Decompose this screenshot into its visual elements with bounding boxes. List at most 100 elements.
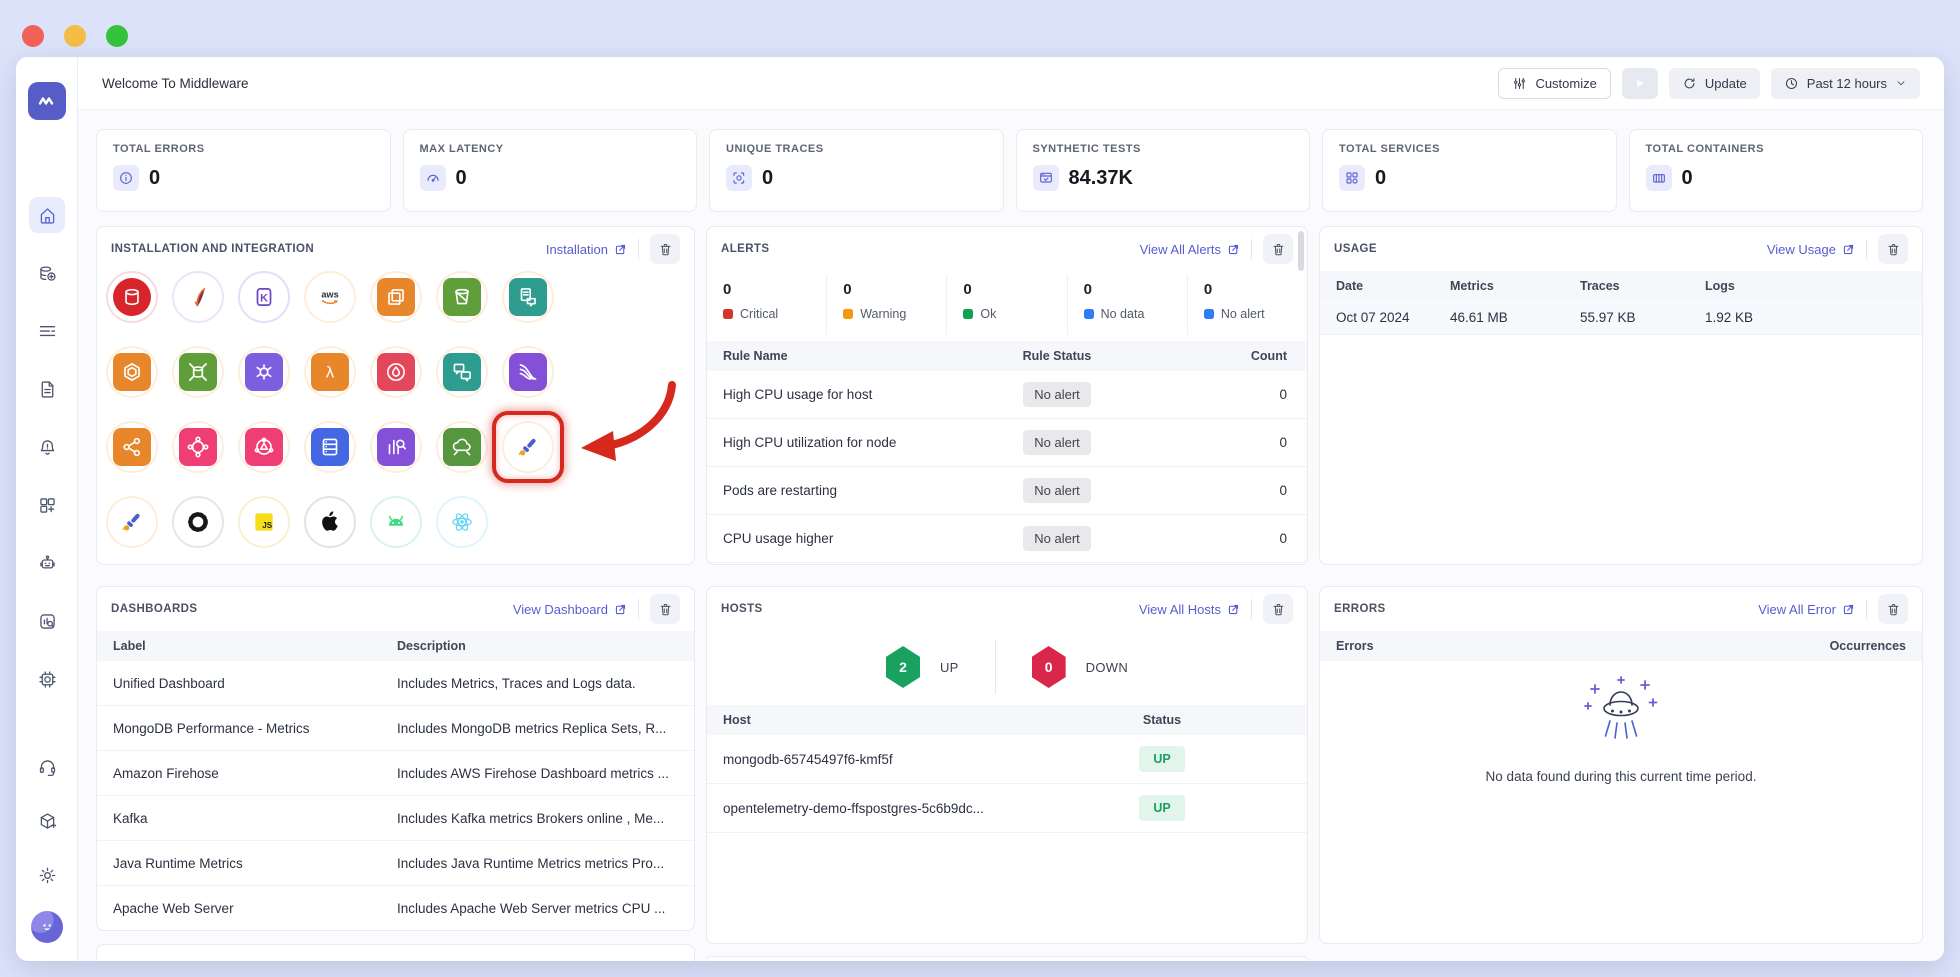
integration-aws-ml-service[interactable] xyxy=(172,421,224,473)
time-range-dropdown[interactable]: Past 12 hours xyxy=(1770,67,1920,99)
sidebar-item-alerts[interactable] xyxy=(29,429,65,465)
host-row[interactable]: opentelemetry-demo-ffspostgres-5c6b9dc..… xyxy=(707,784,1307,833)
svg-text:aws: aws xyxy=(321,290,338,300)
dashboard-row[interactable]: Amazon Firehose Includes AWS Firehose Das… xyxy=(97,751,694,796)
status-badge: No alert xyxy=(1023,382,1091,407)
sidebar-item-install-integration[interactable] xyxy=(29,803,65,839)
maximize-window-button[interactable] xyxy=(106,25,128,47)
integration-aws[interactable]: aws xyxy=(304,271,356,323)
down-label: DOWN xyxy=(1085,659,1129,675)
delete-widget-button[interactable] xyxy=(650,594,680,624)
chevron-down-icon xyxy=(1897,81,1905,86)
host-row[interactable]: mongodb-65745497f6-kmf5f UP xyxy=(707,735,1307,784)
integration-aws-insights[interactable] xyxy=(370,421,422,473)
dashboard-row[interactable]: Java Runtime Metrics Includes Java Runtim… xyxy=(97,841,694,886)
netA-glyph-icon xyxy=(187,436,209,458)
integration-redis-database[interactable] xyxy=(106,271,158,323)
integration-aws-network-service[interactable] xyxy=(238,421,290,473)
panel-title: ERRORS xyxy=(1334,603,1386,615)
sidebar-item-support[interactable] xyxy=(29,749,65,785)
installation-panel: INSTALLATION AND INTEGRATION Installatio… xyxy=(96,226,695,565)
panel-title: INSTALLATION AND INTEGRATION xyxy=(111,243,315,255)
integration-apache[interactable] xyxy=(172,271,224,323)
integration-aws-scaling-database[interactable] xyxy=(172,346,224,398)
installation-link[interactable]: Installation xyxy=(546,242,627,257)
customize-button[interactable]: Customize xyxy=(1498,67,1611,99)
integration-framework-k[interactable]: K xyxy=(238,271,290,323)
integration-aws-compute[interactable] xyxy=(370,271,422,323)
integration-aws-hexagon-service[interactable] xyxy=(106,346,158,398)
delete-widget-button[interactable] xyxy=(1878,234,1908,264)
alert-row[interactable]: Pods are restarting No alert 0 xyxy=(707,467,1307,515)
panel-title: DASHBOARDS xyxy=(111,603,198,615)
android-glyph-icon xyxy=(388,515,404,526)
sidebar-item-home[interactable] xyxy=(29,197,65,233)
up-label: UP xyxy=(939,659,959,675)
sidebar-item-traces[interactable] xyxy=(29,371,65,407)
trash-icon xyxy=(1273,603,1283,615)
stat-cards-row: TOTAL ERRORS 0 MAX LATENCY 0 UNIQUE TRAC… xyxy=(96,129,1923,212)
alert-row[interactable]: CPU usage higher No alert 0 xyxy=(707,515,1307,563)
integration-starburst[interactable] xyxy=(172,496,224,548)
delete-widget-button[interactable] xyxy=(1263,594,1293,624)
integration-aws-iot-service[interactable] xyxy=(238,346,290,398)
integration-javascript[interactable]: JS xyxy=(238,496,290,548)
alerts-scrollbar[interactable] xyxy=(1298,231,1304,271)
integration-aws-chatbot[interactable] xyxy=(436,346,488,398)
close-window-button[interactable] xyxy=(22,25,44,47)
integration-opentelemetry-agent[interactable] xyxy=(106,496,158,548)
sidebar-item-logs[interactable] xyxy=(29,313,65,349)
view-dashboard-link[interactable]: View Dashboard xyxy=(513,602,627,617)
integration-react[interactable] xyxy=(436,496,488,548)
docchat-glyph-icon xyxy=(520,288,536,307)
react-glyph-icon xyxy=(452,513,472,531)
integration-aws-cloud-sync[interactable] xyxy=(436,421,488,473)
column-count: Count xyxy=(1250,349,1287,363)
up-status-badge: UP xyxy=(1139,746,1185,772)
user-avatar[interactable] xyxy=(31,911,63,943)
integration-android[interactable] xyxy=(370,496,422,548)
view-all-alerts-link[interactable]: View All Alerts xyxy=(1140,242,1240,257)
minimize-window-button[interactable] xyxy=(64,25,86,47)
sidebar-item-infrastructure[interactable] xyxy=(29,255,65,291)
integration-amazon-s3-bucket[interactable] xyxy=(436,271,488,323)
middleware-logo[interactable] xyxy=(28,82,66,120)
sidebar-item-processes[interactable] xyxy=(29,661,65,697)
integration-aws-document-chat[interactable] xyxy=(502,271,554,323)
services-icon xyxy=(1339,165,1365,191)
delete-widget-button[interactable] xyxy=(1878,594,1908,624)
integration-opentelemetry[interactable] xyxy=(502,421,554,473)
alerts-panel: ALERTS View All Alerts 0 Critical 0 Warnin… xyxy=(706,226,1308,565)
dashboard-row[interactable]: Apache Web Server Includes Apache Web Ser… xyxy=(97,886,694,930)
bug-glyph-icon xyxy=(256,364,272,380)
dashboard-row[interactable]: Unified Dashboard Includes Metrics, Trace… xyxy=(97,661,694,706)
column-description: Description xyxy=(397,639,466,653)
sidebar-item-synthetic-monitoring[interactable] xyxy=(29,603,65,639)
panel-title: HOSTS xyxy=(721,603,763,615)
delete-widget-button[interactable] xyxy=(650,234,680,264)
alert-row[interactable]: High CPU utilization for node No alert 0 xyxy=(707,419,1307,467)
view-all-hosts-link[interactable]: View All Hosts xyxy=(1139,602,1240,617)
play-button[interactable] xyxy=(1621,67,1658,99)
integration-aws-detective[interactable] xyxy=(370,346,422,398)
topbar: Welcome To Middleware Customize Update P… xyxy=(78,57,1944,110)
dashboard-row[interactable]: MongoDB Performance - Metrics Includes Mo… xyxy=(97,706,694,751)
integration-aws-share-nodes[interactable] xyxy=(106,421,158,473)
update-button[interactable]: Update xyxy=(1668,67,1760,99)
sidebar-item-ai-bot[interactable] xyxy=(29,545,65,581)
cylarr-glyph-icon xyxy=(189,363,207,381)
view-usage-link[interactable]: View Usage xyxy=(1767,242,1855,257)
sidebar-item-dashboard-builder[interactable] xyxy=(29,487,65,523)
integration-aws-elasticache[interactable] xyxy=(304,421,356,473)
integration-apple[interactable] xyxy=(304,496,356,548)
no-data-dot xyxy=(1083,309,1094,319)
delete-widget-button[interactable] xyxy=(1263,234,1293,264)
alert-row[interactable]: High CPU usage for host No alert 0 xyxy=(707,371,1307,419)
integration-aws-kinesis-streams[interactable] xyxy=(502,346,554,398)
integration-aws-lambda[interactable]: λ xyxy=(304,346,356,398)
column-status: Status xyxy=(1142,713,1182,727)
divider xyxy=(1866,239,1867,259)
sidebar-item-settings[interactable] xyxy=(29,857,65,893)
dashboard-row[interactable]: Kafka Includes Kafka metrics Brokers onli… xyxy=(97,796,694,841)
view-all-error-link[interactable]: View All Error xyxy=(1758,602,1855,617)
